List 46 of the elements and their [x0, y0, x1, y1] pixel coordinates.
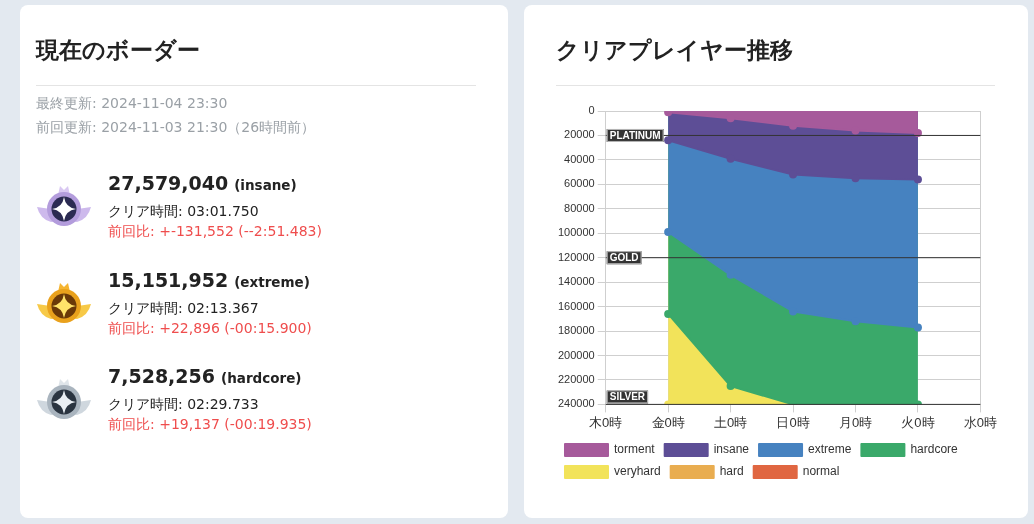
- text: 7,528,256: [108, 365, 215, 387]
- text: 15,151,952: [108, 268, 229, 291]
- y-tick-label: 20000: [564, 128, 595, 141]
- text: 27,579,040: [108, 172, 229, 194]
- y-tick-label: 120000: [557, 250, 595, 263]
- text: (hardcore): [220, 370, 302, 386]
- y-tick-label: 80000: [564, 201, 595, 214]
- text: クリア時間: 02:29.733: [108, 395, 259, 414]
- x-tick-label: 水0時: [963, 414, 997, 430]
- ref-line-label: SILVER: [609, 391, 646, 403]
- text: (insane): [234, 177, 297, 193]
- y-tick-label: 60000: [564, 177, 595, 190]
- x-tick-label: 土0時: [713, 414, 748, 430]
- y-tick-label: 200000: [557, 348, 595, 361]
- y-tick-label: 220000: [557, 372, 595, 385]
- y-tick-label: 100000: [557, 226, 595, 239]
- text: 現在のボーダー: [36, 36, 200, 65]
- legend-label: normal: [802, 464, 840, 479]
- text: 前回比: +-131,552 (--2:51.483): [108, 222, 322, 241]
- text: クリア時間: 03:01.750: [108, 202, 259, 221]
- y-tick-label: 160000: [557, 299, 595, 312]
- y-tick-label: 180000: [557, 324, 595, 337]
- x-tick-label: 火0時: [901, 414, 935, 430]
- y-tick-label: 40000: [564, 152, 595, 165]
- x-tick-label: 月0時: [838, 414, 873, 430]
- y-tick-label: 0: [588, 104, 595, 117]
- y-tick-label: 140000: [557, 275, 595, 288]
- text: 前回更新: 2024-11-03 21:30（26時間前）: [36, 118, 316, 137]
- ref-line-label: GOLD: [609, 251, 639, 263]
- x-tick-label: 日0時: [776, 414, 810, 430]
- legend-label: veryhard: [614, 464, 661, 479]
- legend-label: torment: [614, 442, 656, 457]
- text: 前回比: +19,137 (-00:19.935): [108, 415, 312, 434]
- ref-line-label: PLATINUM: [609, 129, 661, 141]
- x-tick-label: 木0時: [589, 414, 623, 430]
- x-tick-label: 金0時: [651, 414, 685, 430]
- text: (extreme): [234, 273, 310, 290]
- y-tick-label: 240000: [557, 397, 595, 410]
- legend-label: insane: [713, 442, 750, 457]
- legend-label: hard: [719, 464, 744, 479]
- text: 前回比: +22,896 (-00:15.900): [108, 318, 312, 338]
- legend-label: hardcore: [910, 442, 959, 457]
- text: 最終更新: 2024-11-04 23:30: [36, 94, 228, 113]
- chart-title: クリアプレイヤー推移: [556, 36, 793, 65]
- legend-label: extreme: [808, 442, 852, 457]
- text: クリア時間: 02:13.367: [108, 298, 259, 318]
